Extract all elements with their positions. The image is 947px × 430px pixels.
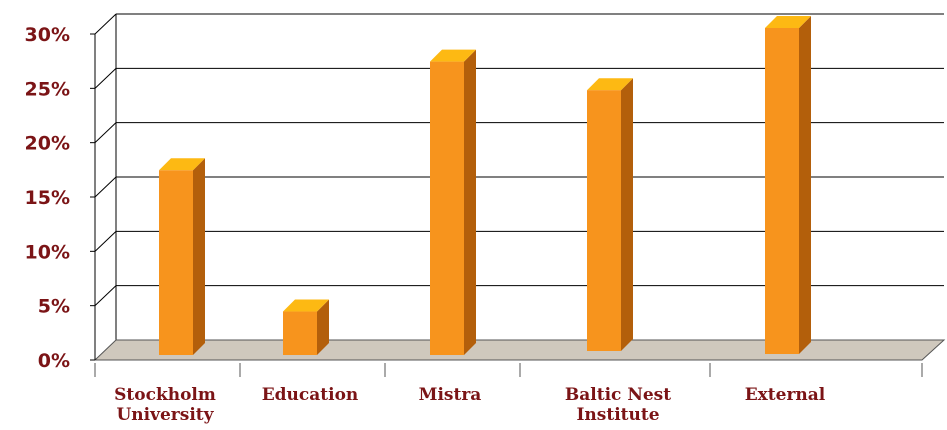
bar-top (283, 299, 329, 312)
y-axis-tick-labels: 0% 5% 10% 15% 20% 25% 30% (25, 24, 70, 372)
y-tick-label: 25% (25, 78, 70, 100)
gridline-side (94, 176, 117, 198)
bar-side (464, 49, 476, 355)
floor-plane (93, 339, 946, 361)
bar-top (159, 158, 205, 171)
x-category-label-line: Education (262, 385, 359, 405)
bar (159, 170, 193, 355)
y-tick-label: 15% (25, 187, 70, 209)
x-category-label: Education (262, 385, 359, 405)
x-category-label: External (745, 385, 826, 405)
bar (765, 28, 799, 354)
bar-top (765, 16, 811, 28)
x-category-label-line: Institute (576, 405, 659, 425)
bar-side (193, 158, 205, 355)
gridline-side (94, 13, 117, 35)
axes (90, 33, 923, 377)
x-category-label: Baltic Nest Institute (565, 385, 671, 425)
gridline-side (94, 285, 117, 307)
x-category-label-line: Mistra (419, 385, 482, 405)
y-tick-label: 30% (25, 24, 70, 46)
bar-top (587, 78, 633, 91)
x-axis-category-labels: Stockholm University Education Mistra Baltic… (114, 385, 826, 425)
x-category-label: Stockholm University (114, 385, 216, 425)
y-tick-label: 0% (38, 350, 70, 372)
gridlines (94, 13, 944, 340)
bars (159, 16, 811, 355)
gridline-side (94, 230, 117, 252)
y-tick-label: 20% (25, 133, 70, 155)
bar (587, 90, 621, 351)
x-category-label-line: University (116, 405, 214, 425)
bar (283, 311, 317, 355)
x-category-label-line: Baltic Nest (565, 385, 671, 405)
bar-top (430, 49, 476, 62)
gridline-side (94, 122, 117, 144)
gridline-side (94, 67, 117, 89)
x-category-label-line: Stockholm (114, 385, 216, 405)
bar-side (621, 78, 633, 351)
x-category-label: Mistra (419, 385, 482, 405)
x-category-label-line: External (745, 385, 826, 405)
chart-floor (93, 339, 946, 361)
bar (430, 61, 464, 355)
bar-side (799, 16, 811, 354)
y-tick-label: 10% (25, 241, 70, 263)
bar-side (317, 299, 329, 355)
y-tick-label: 5% (38, 296, 70, 318)
